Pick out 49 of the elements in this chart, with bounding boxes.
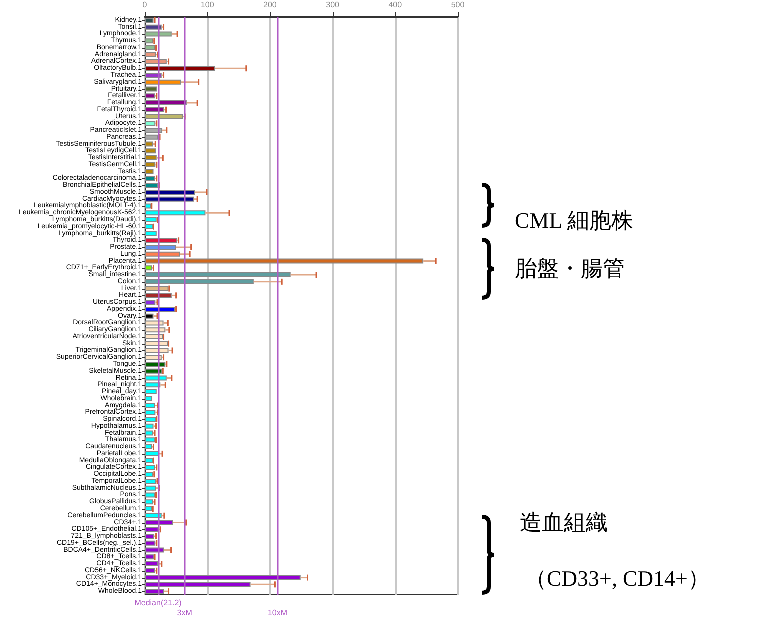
bar: [145, 362, 166, 367]
text: CML 細胞株: [515, 206, 634, 234]
x-tick-label: 500: [451, 0, 466, 10]
bar: [145, 424, 154, 429]
x-tick-label: 400: [388, 0, 403, 10]
text: 造血組織: [520, 508, 608, 536]
bar: [145, 224, 154, 230]
bar: [145, 252, 180, 257]
bar: [145, 306, 176, 312]
bar: [145, 100, 187, 106]
bar: [145, 513, 162, 518]
bar: [145, 156, 157, 161]
bar: [145, 18, 154, 23]
text: 胎盤・腸管: [515, 254, 625, 282]
bar: [145, 396, 153, 402]
bar: [145, 534, 154, 540]
bar: [145, 368, 163, 374]
x-tick-label: 0: [142, 0, 148, 10]
bar: [145, 355, 162, 360]
x-tick-label: 300: [326, 0, 340, 10]
bar: [145, 451, 160, 456]
ref-line-label: 3xM: [177, 608, 193, 618]
bar: [145, 272, 291, 278]
x-tick-label: 200: [264, 0, 278, 10]
bar: [145, 183, 158, 188]
bar: [145, 500, 154, 505]
bar: [145, 190, 196, 195]
bar: [145, 300, 156, 306]
text: （CD33+, CD14+）: [525, 564, 710, 592]
bar: [145, 589, 164, 594]
bar: [145, 334, 164, 340]
bar: [145, 245, 176, 250]
x-tick-label: 100: [200, 0, 215, 10]
ref-line-label: 10xM: [268, 608, 288, 618]
bar: [145, 72, 162, 78]
bar: [145, 162, 156, 168]
bar: [145, 107, 164, 112]
bar: [145, 217, 157, 222]
bar: [145, 279, 254, 284]
bar: [145, 128, 163, 134]
bar: [145, 134, 158, 140]
bar: [145, 328, 166, 333]
bar: [145, 80, 182, 85]
bar: [145, 562, 158, 567]
bar: [145, 390, 157, 395]
bar: [145, 210, 206, 216]
bar: [145, 66, 216, 72]
ref-line-label: Median(21.2): [134, 598, 182, 608]
bar: [145, 568, 156, 574]
